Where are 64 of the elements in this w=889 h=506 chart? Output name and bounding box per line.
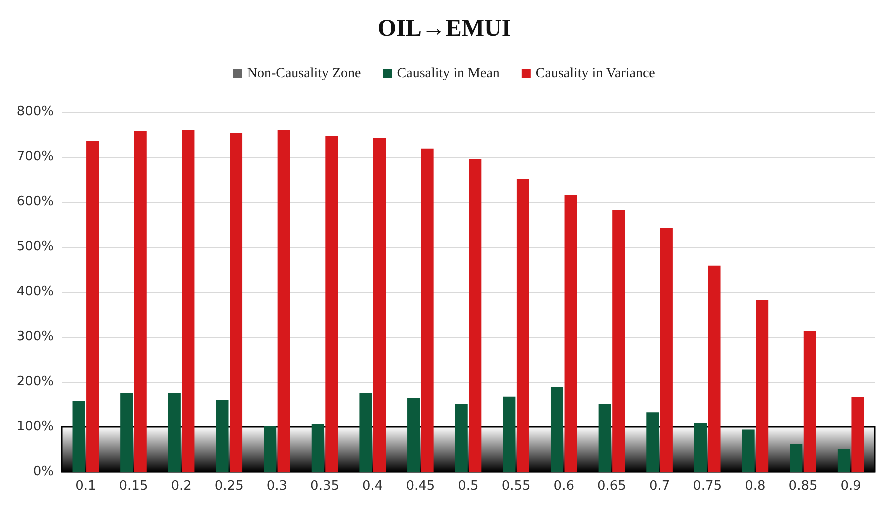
bar xyxy=(134,131,147,472)
bar xyxy=(804,331,816,472)
x-tick-label: 0.65 xyxy=(597,479,626,494)
x-tick-label: 0.35 xyxy=(310,479,340,494)
y-tick-label: 700% xyxy=(16,150,54,164)
bar xyxy=(120,393,134,472)
y-tick-label: 400% xyxy=(16,284,54,300)
y-tick-label: 200% xyxy=(16,374,54,390)
y-tick-label: 800% xyxy=(16,104,54,120)
bar xyxy=(86,141,100,472)
bar xyxy=(216,400,229,472)
x-tick-label: 0.9 xyxy=(840,479,862,494)
x-tick-label: 0.6 xyxy=(554,479,574,494)
x-tick-label: 0.3 xyxy=(266,479,288,494)
x-tick-label: 0.15 xyxy=(119,479,148,494)
bar xyxy=(516,180,530,472)
legend-label: Causality in Mean xyxy=(397,66,500,82)
bar xyxy=(646,412,660,472)
bar xyxy=(264,426,277,472)
legend-label: Causality in Variance xyxy=(536,66,656,82)
bar xyxy=(708,266,721,472)
x-tick-label: 0.75 xyxy=(693,479,722,494)
bar xyxy=(326,136,338,472)
x-tick-label: 0.1 xyxy=(76,479,96,494)
bar xyxy=(598,404,612,472)
legend-label: Non-Causality Zone xyxy=(247,66,362,82)
x-tick-label: 0.55 xyxy=(502,479,531,494)
bar xyxy=(756,300,769,472)
bar xyxy=(838,449,850,472)
bar xyxy=(660,228,673,472)
bar xyxy=(469,159,482,472)
x-tick-label: 0.25 xyxy=(214,479,244,494)
bar xyxy=(373,138,386,472)
bar xyxy=(564,195,578,472)
x-tick-label: 0.2 xyxy=(171,479,192,494)
bar xyxy=(550,386,564,472)
y-tick-label: 500% xyxy=(16,240,54,254)
bar xyxy=(455,404,468,472)
bar xyxy=(360,393,372,472)
chart-title: OIL→EMUI xyxy=(378,16,512,42)
y-tick-label: 600% xyxy=(16,194,54,210)
bar xyxy=(230,133,243,472)
bar xyxy=(312,424,324,472)
bar xyxy=(503,396,516,472)
x-tick-label: 0.8 xyxy=(745,479,766,494)
x-tick-label: 0.7 xyxy=(649,479,670,494)
bar xyxy=(852,397,864,472)
bar xyxy=(694,422,707,472)
bar xyxy=(408,398,420,472)
bar xyxy=(612,210,626,472)
x-tick-label: 0.45 xyxy=(406,479,436,494)
bar xyxy=(168,393,181,472)
bar xyxy=(421,148,434,472)
bar xyxy=(278,130,290,472)
x-tick-label: 0.5 xyxy=(458,479,479,494)
y-tick-label: 300% xyxy=(16,330,54,344)
bar xyxy=(72,401,86,472)
bar xyxy=(790,444,803,472)
x-tick-label: 0.4 xyxy=(362,479,384,494)
y-tick-label: 100% xyxy=(16,420,54,434)
bar xyxy=(182,130,195,472)
y-tick-label: 0% xyxy=(33,464,54,480)
bar xyxy=(742,430,755,472)
x-tick-label: 0.85 xyxy=(788,479,818,494)
